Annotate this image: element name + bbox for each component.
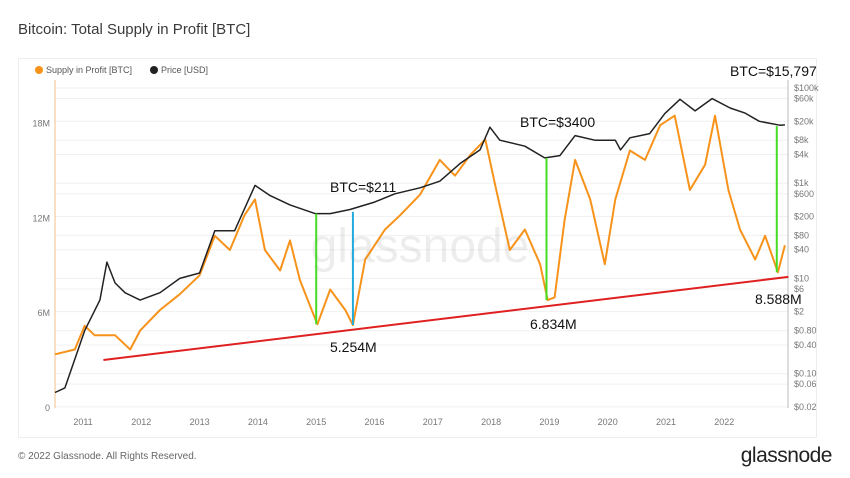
y-left-tick-label: 6M	[37, 308, 50, 318]
y-right-tick-label: $600	[794, 189, 814, 199]
price-line	[54, 97, 785, 394]
y-right-tick-label: $60k	[794, 94, 814, 104]
x-tick-label: 2013	[190, 417, 210, 427]
y-right-tick-label: $40	[794, 245, 809, 255]
price-annotation: BTC=$211	[330, 179, 396, 195]
y-left-tick-label: 0	[45, 403, 50, 413]
copyright: © 2022 Glassnode. All Rights Reserved.	[18, 451, 197, 462]
supply-annotation: 5.254M	[330, 339, 377, 355]
y-right-tick-label: $80	[794, 230, 809, 240]
legend-dot-icon	[35, 66, 43, 74]
y-right-tick-label: $2	[794, 307, 804, 317]
x-tick-label: 2012	[131, 417, 151, 427]
y-right-tick-label: $4k	[794, 150, 809, 160]
x-tick-label: 2018	[481, 417, 501, 427]
y-right-tick-label: $0.06	[794, 379, 817, 389]
x-tick-label: 2014	[248, 417, 268, 427]
x-tick-label: 2021	[656, 417, 676, 427]
x-tick-label: 2015	[306, 417, 326, 427]
y-right-tick-label: $0.02	[794, 402, 817, 412]
page-title: Bitcoin: Total Supply in Profit [BTC]	[18, 21, 251, 38]
x-tick-label: 2019	[539, 417, 559, 427]
legend-dot-icon	[150, 66, 159, 74]
y-right-tick-label: $6	[794, 284, 804, 294]
y-right-tick-label: $8k	[794, 135, 809, 145]
x-tick-label: 2020	[598, 417, 618, 427]
y-left-tick-label: 12M	[32, 213, 50, 223]
supply-annotation: 8.588M	[755, 291, 802, 307]
x-tick-label: 2017	[423, 417, 443, 427]
supply-annotation: 6.834M	[530, 316, 577, 332]
y-right-tick-label: $0.10	[794, 369, 817, 379]
y-right-tick-label: $0.40	[794, 340, 817, 350]
y-right-tick-label: $200	[794, 211, 814, 221]
y-right-tick-label: $0.80	[794, 326, 817, 336]
legend-label: Price [USD]	[161, 65, 209, 75]
y-right-tick-label: $1k	[794, 178, 809, 188]
support-trendline	[103, 275, 789, 361]
price-annotation: BTC=$15,797	[730, 63, 817, 79]
supply-in-profit-line	[54, 114, 786, 356]
x-tick-label: 2011	[73, 417, 92, 427]
legend-label: Supply in Profit [BTC]	[46, 65, 133, 75]
legend: Supply in Profit [BTC] Price [USD]	[35, 65, 208, 75]
price-annotation: BTC=$3400	[520, 114, 595, 130]
y-left-tick-label: 18M	[32, 119, 50, 129]
legend-item-price[interactable]: Price [USD]	[150, 65, 208, 75]
y-right-tick-label: $20k	[794, 116, 814, 126]
y-right-tick-label: $100k	[794, 83, 819, 93]
watermark: glassnode	[311, 220, 530, 273]
x-tick-label: 2016	[364, 417, 384, 427]
x-tick-label: 2022	[714, 417, 734, 427]
glassnode-logo: glassnode	[740, 444, 833, 467]
y-right-tick-label: $10	[794, 273, 809, 283]
legend-item-supply[interactable]: Supply in Profit [BTC]	[35, 65, 132, 75]
